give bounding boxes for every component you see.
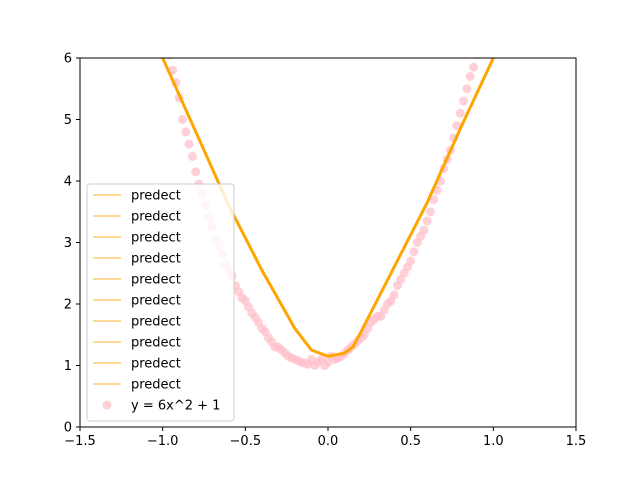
scatter-point <box>419 225 429 235</box>
legend-label: predect <box>131 210 181 225</box>
axis-ticks: −1.5 −1.0 −0.5 0.0 0.5 1.0 1.5 0 1 2 3 4 5 6 <box>64 52 587 450</box>
legend-marker-swatch <box>102 400 112 410</box>
legend-label: y = 6x^2 + 1 <box>131 399 220 414</box>
legend-label: predect <box>131 357 181 372</box>
y-tick-label: 0 <box>64 421 72 436</box>
legend-label: predect <box>131 336 181 351</box>
scatter-point <box>426 207 436 217</box>
scatter-point <box>429 194 439 204</box>
scatter-point <box>191 167 201 177</box>
y-tick-label: 2 <box>64 298 72 313</box>
scatter-point <box>465 71 475 81</box>
scatter-point <box>178 115 188 124</box>
x-tick-label: 1.0 <box>483 434 504 449</box>
x-tick-label: −1.0 <box>147 434 179 449</box>
legend-box <box>86 183 235 422</box>
x-tick-label: −1.5 <box>64 434 96 449</box>
y-tick-label: 1 <box>64 359 72 374</box>
y-tick-label: 5 <box>64 113 72 128</box>
legend-label: predect <box>131 315 181 330</box>
legend-label: predect <box>131 294 181 309</box>
x-tick-label: −0.5 <box>230 434 262 449</box>
scatter-point <box>389 290 399 300</box>
legend-label: predect <box>131 189 181 204</box>
legend-label: predect <box>131 231 181 246</box>
scatter-point <box>462 84 472 94</box>
y-tick-label: 3 <box>64 236 72 251</box>
scatter-point <box>409 247 419 257</box>
legend: predect predect predect predect predect prede… <box>86 183 235 422</box>
legend-label: predect <box>131 252 181 267</box>
legend-label: predect <box>131 273 181 288</box>
scatter-point <box>455 108 465 118</box>
scatter-point <box>187 151 197 161</box>
x-tick-label: 0.5 <box>400 434 421 449</box>
y-tick-label: 4 <box>64 175 72 190</box>
scatter-point <box>459 96 469 106</box>
scatter-point <box>422 216 432 226</box>
scatter-point <box>468 62 478 72</box>
x-tick-label: 1.5 <box>566 434 587 449</box>
legend-label: predect <box>131 378 181 393</box>
y-tick-label: 6 <box>64 52 72 67</box>
scatter-point <box>161 23 170 32</box>
x-tick-label: 0.0 <box>318 434 339 449</box>
scatter-point <box>184 139 194 149</box>
scatter-point <box>406 256 416 266</box>
scatter-point <box>181 127 191 137</box>
